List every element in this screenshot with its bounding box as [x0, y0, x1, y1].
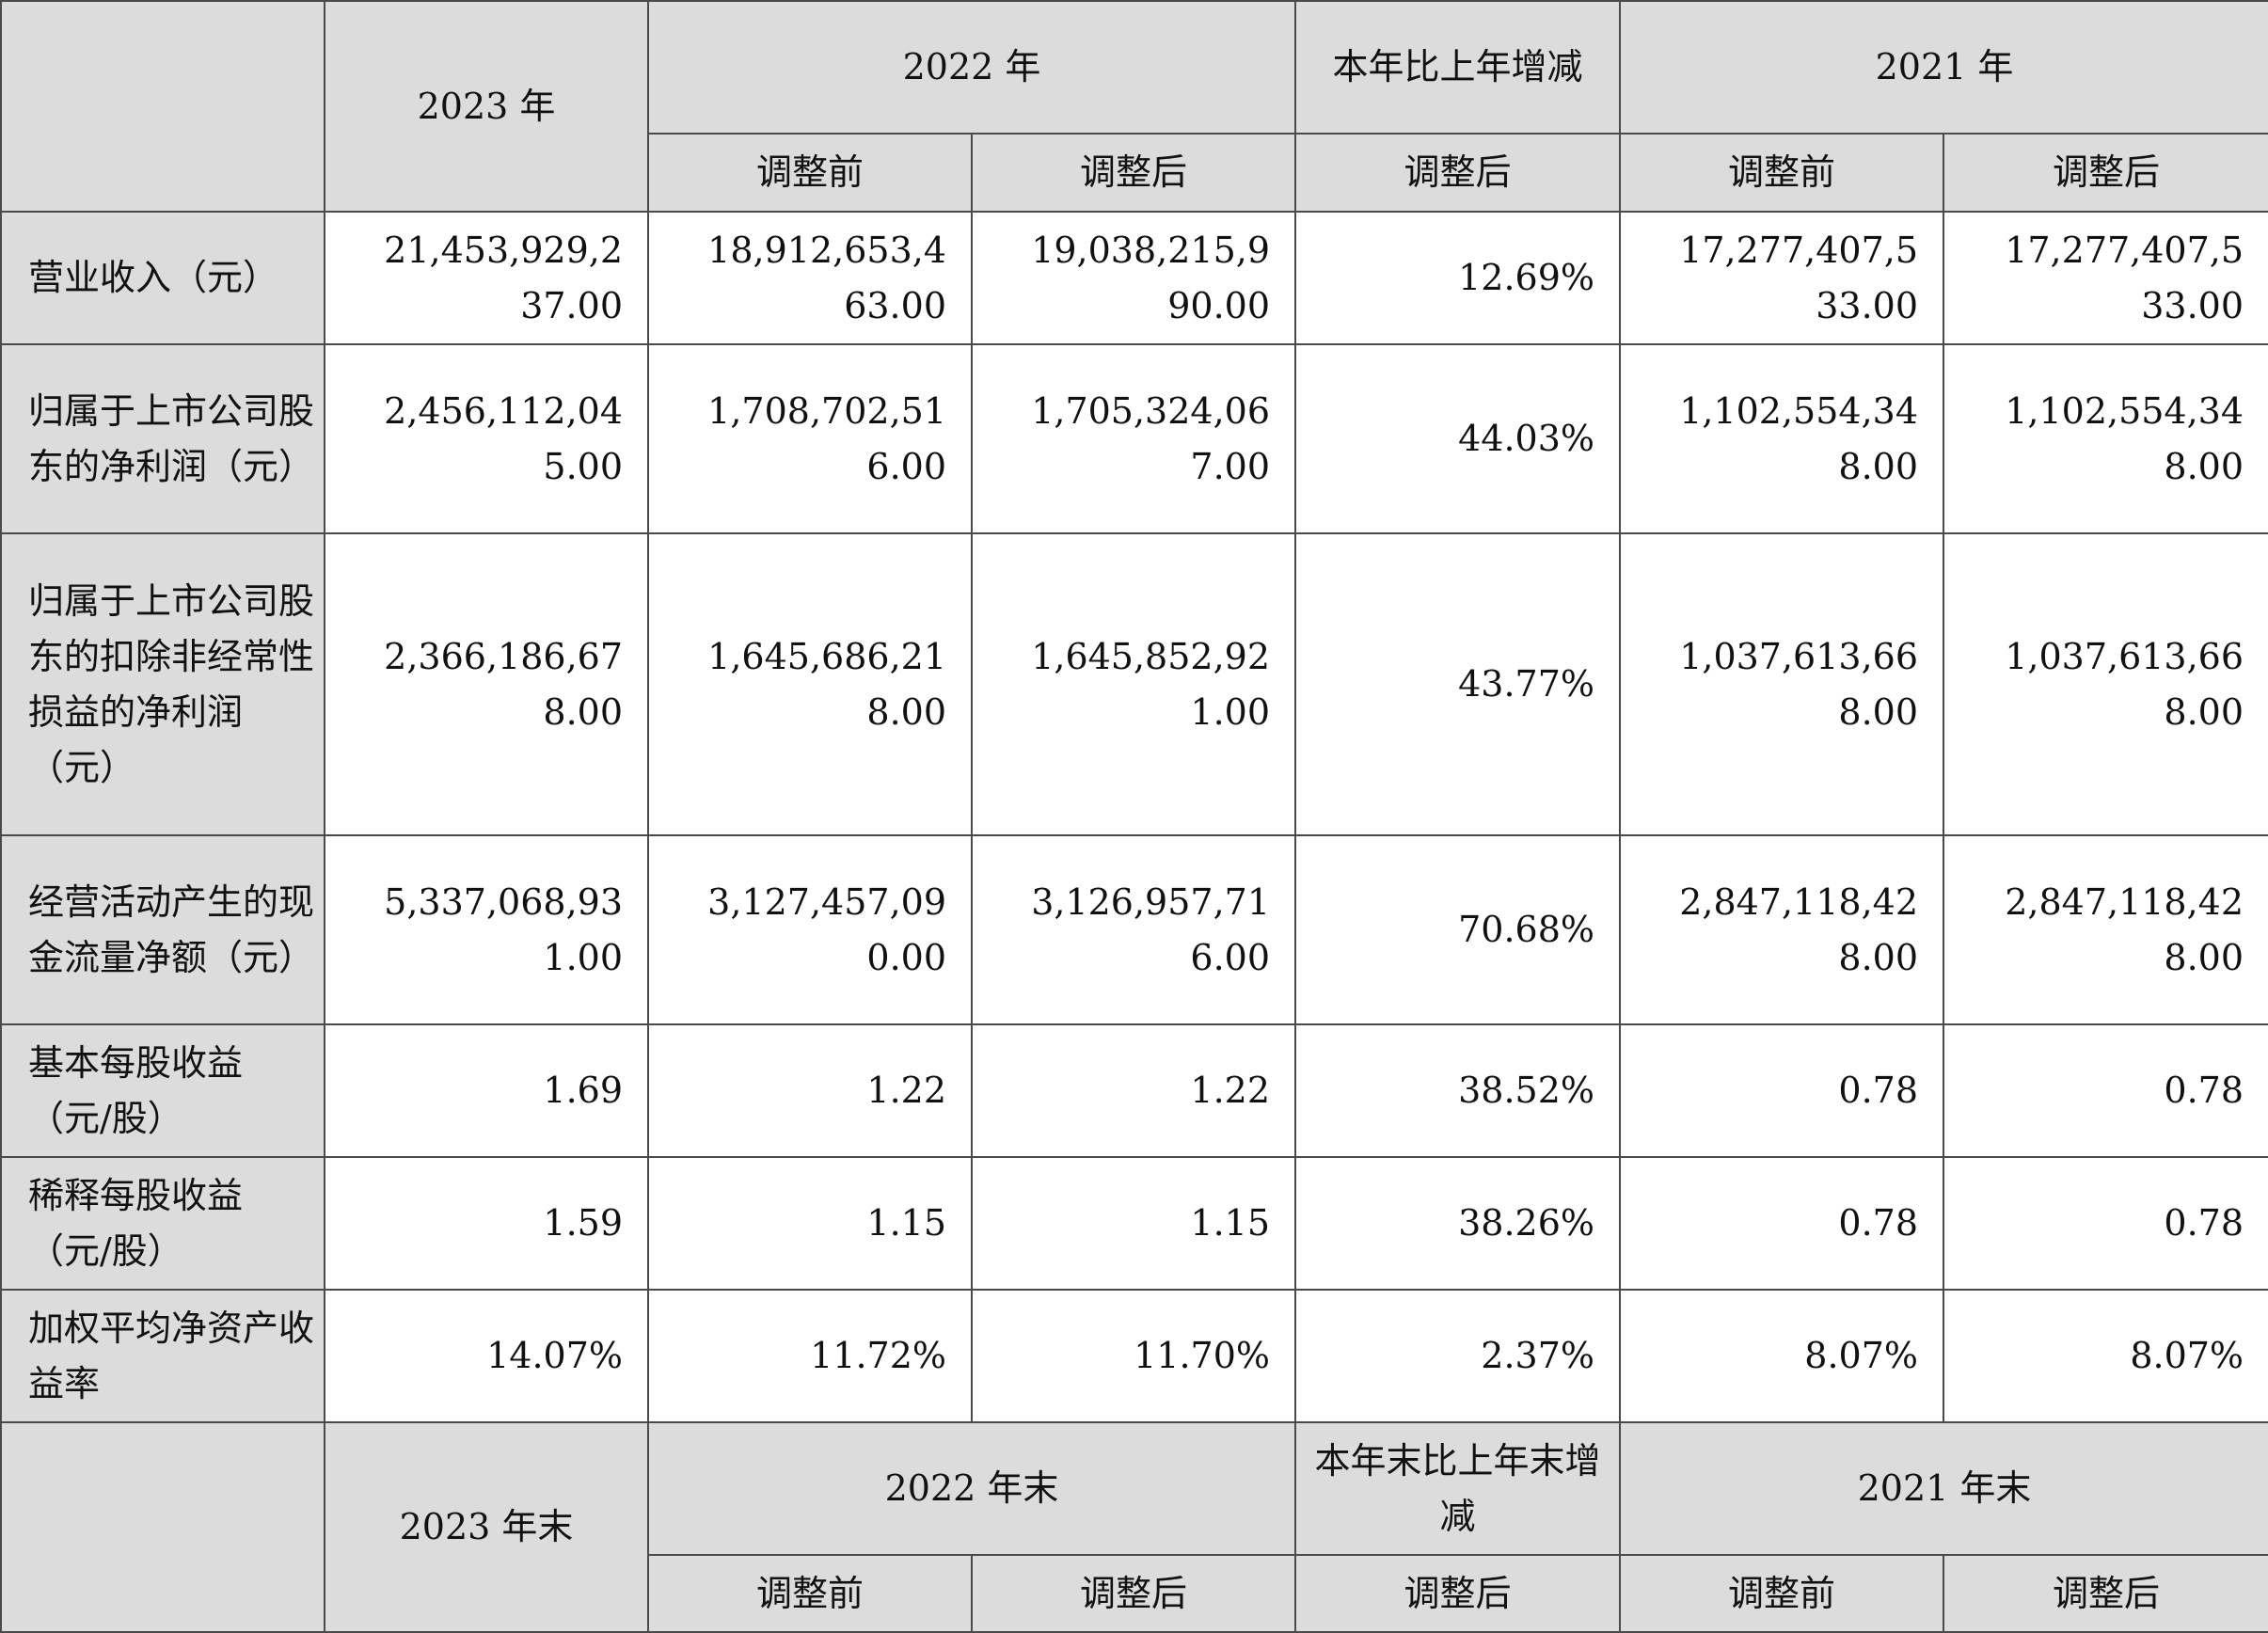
- footer-header-2022: 2022 年末: [646, 1421, 1297, 1556]
- header-2022-after: 调整后: [970, 133, 1297, 213]
- row-label: 基本每股收益（元/股）: [0, 1023, 325, 1158]
- value-2023: 5,337,068,93 1.00: [324, 834, 649, 1025]
- value-2023: 21,453,929,2 37.00: [324, 211, 649, 345]
- header-change-after: 调整后: [1294, 133, 1622, 213]
- value-change: 44.03%: [1294, 343, 1622, 534]
- value-2022-before: 1,645,686,21 8.00: [647, 532, 973, 836]
- footer-header-change-after: 调整后: [1294, 1554, 1622, 1633]
- value-change: 12.69%: [1294, 211, 1622, 345]
- row-label: 归属于上市公司股东的扣除非经常性损益的净利润（元）: [0, 532, 325, 836]
- value-change: 43.77%: [1294, 532, 1622, 836]
- value-2023: 2,366,186,67 8.00: [324, 532, 649, 836]
- value-2021-after: 1,102,554,34 8.00: [1943, 343, 2268, 534]
- value-2023: 1.69: [324, 1023, 649, 1158]
- footer-header-2021-before: 调整前: [1619, 1554, 1945, 1633]
- value-2021-before: 17,277,407,5 33.00: [1619, 211, 1945, 345]
- value-2023: 14.07%: [324, 1289, 649, 1423]
- value-2023: 2,456,112,04 5.00: [324, 343, 649, 534]
- value-2021-after: 17,277,407,5 33.00: [1943, 211, 2268, 345]
- footer-header-2021: 2021 年末: [1619, 1421, 2268, 1556]
- value-2022-after: 11.70%: [970, 1289, 1297, 1423]
- header-row-adjust: 调整前 调整后 调整后 调整前 调整后: [1, 133, 2268, 213]
- row-label: 归属于上市公司股东的净利润（元）: [0, 343, 325, 534]
- table-row: 加权平均净资产收益率 14.07% 11.72% 11.70% 2.37% 8.…: [0, 1289, 2268, 1423]
- header-2021-before: 调整前: [1619, 133, 1945, 213]
- value-change: 2.37%: [1294, 1289, 1622, 1423]
- header-change: 本年比上年增减: [1294, 0, 1622, 135]
- value-2022-before: 11.72%: [647, 1289, 973, 1423]
- value-2021-before: 2,847,118,42 8.00: [1619, 834, 1945, 1025]
- value-2022-after: 19,038,215,9 90.00: [970, 211, 1297, 345]
- value-change: 38.26%: [1294, 1156, 1622, 1291]
- header-2022: 2022 年: [646, 0, 1297, 135]
- value-2021-before: 1,037,613,66 8.00: [1619, 532, 1945, 836]
- footer-header-2022-after: 调整后: [970, 1554, 1297, 1633]
- value-2022-before: 3,127,457,09 0.00: [647, 834, 973, 1025]
- value-2022-after: 3,126,957,71 6.00: [970, 834, 1297, 1025]
- footer-header-row-adjust: 调整前 调整后 调整后 调整前 调整后: [1, 1554, 2268, 1633]
- row-label: 经营活动产生的现金流量净额（元）: [0, 834, 325, 1025]
- value-2021-before: 8.07%: [1619, 1289, 1945, 1423]
- value-2022-before: 1.22: [647, 1023, 973, 1158]
- value-2022-after: 1,705,324,06 7.00: [970, 343, 1297, 534]
- row-label: 稀释每股收益（元/股）: [0, 1156, 325, 1291]
- table-row: 经营活动产生的现金流量净额（元） 5,337,068,93 1.00 3,127…: [0, 834, 2268, 1025]
- footer-header-change: 本年末比上年末增减: [1294, 1421, 1622, 1556]
- value-change: 70.68%: [1294, 834, 1622, 1025]
- value-2021-before: 0.78: [1619, 1156, 1945, 1291]
- table-row: 归属于上市公司股东的净利润（元） 2,456,112,04 5.00 1,708…: [0, 343, 2268, 534]
- corner-cell: [0, 0, 325, 213]
- value-2021-before: 1,102,554,34 8.00: [1619, 343, 1945, 534]
- value-2021-after: 0.78: [1943, 1156, 2268, 1291]
- table-row: 基本每股收益（元/股） 1.69 1.22 1.22 38.52% 0.78 0…: [0, 1023, 2268, 1158]
- header-2021-after: 调整后: [1943, 133, 2268, 213]
- header-row-years: 2023 年 2022 年 本年比上年增减 2021 年: [0, 0, 2268, 213]
- header-2021: 2021 年: [1619, 0, 2268, 135]
- footer-corner-cell: [0, 1421, 325, 1633]
- table-row: 归属于上市公司股东的扣除非经常性损益的净利润（元） 2,366,186,67 8…: [0, 532, 2268, 836]
- footer-header-row-years: 2023 年末 2022 年末 本年末比上年末增减 2021 年末: [0, 1421, 2268, 1633]
- value-2021-after: 0.78: [1943, 1023, 2268, 1158]
- value-2022-after: 1,645,852,92 1.00: [970, 532, 1297, 836]
- value-change: 38.52%: [1294, 1023, 1622, 1158]
- footer-header-2021-after: 调整后: [1943, 1554, 2268, 1633]
- value-2021-before: 0.78: [1619, 1023, 1945, 1158]
- value-2021-after: 2,847,118,42 8.00: [1943, 834, 2268, 1025]
- table-row: 营业收入（元） 21,453,929,2 37.00 18,912,653,4 …: [0, 211, 2268, 345]
- value-2022-before: 18,912,653,4 63.00: [647, 211, 973, 345]
- value-2022-after: 1.15: [970, 1156, 1297, 1291]
- footer-header-2022-before: 调整前: [647, 1554, 973, 1633]
- value-2022-before: 1,708,702,51 6.00: [647, 343, 973, 534]
- value-2021-after: 1,037,613,66 8.00: [1943, 532, 2268, 836]
- header-2022-before: 调整前: [647, 133, 973, 213]
- row-label: 营业收入（元）: [0, 211, 325, 345]
- header-2023: 2023 年: [324, 0, 649, 213]
- value-2023: 1.59: [324, 1156, 649, 1291]
- value-2021-after: 8.07%: [1943, 1289, 2268, 1423]
- row-label: 加权平均净资产收益率: [0, 1289, 325, 1423]
- value-2022-before: 1.15: [647, 1156, 973, 1291]
- footer-header-2023: 2023 年末: [324, 1421, 649, 1633]
- value-2022-after: 1.22: [970, 1023, 1297, 1158]
- table-row: 稀释每股收益（元/股） 1.59 1.15 1.15 38.26% 0.78 0…: [0, 1156, 2268, 1291]
